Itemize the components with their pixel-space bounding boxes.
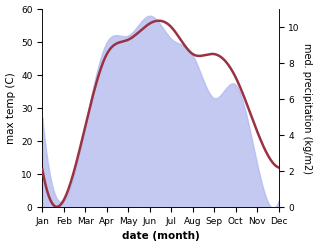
X-axis label: date (month): date (month) <box>122 231 199 242</box>
Y-axis label: max temp (C): max temp (C) <box>5 72 16 144</box>
Y-axis label: med. precipitation (kg/m2): med. precipitation (kg/m2) <box>302 43 313 174</box>
